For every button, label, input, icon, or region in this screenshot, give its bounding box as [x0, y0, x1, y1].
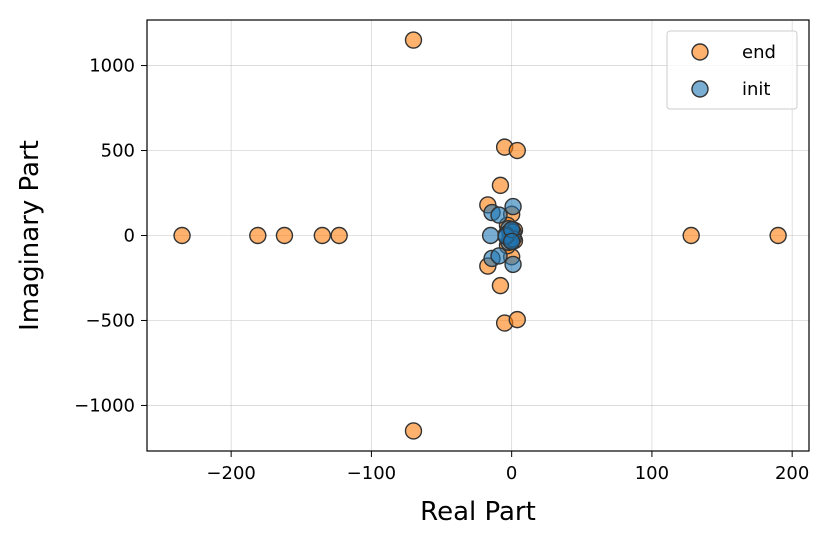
data-point-end — [491, 176, 510, 195]
legend-label-end: end — [742, 42, 776, 63]
legend-marker-init — [691, 80, 709, 98]
x-tick-label: 200 — [775, 463, 809, 484]
data-points — [173, 31, 787, 440]
y-tick-label: 1000 — [89, 56, 135, 77]
legend: end init — [666, 30, 798, 110]
x-tick-label: 0 — [506, 463, 517, 484]
data-point-init — [502, 232, 521, 251]
data-point-end — [404, 31, 423, 49]
legend-box — [666, 30, 798, 110]
y-tick-label: 0 — [124, 226, 135, 247]
x-tick-label: 100 — [635, 463, 669, 484]
data-point-end — [173, 226, 191, 245]
y-axis-label: Imaginary Part — [15, 140, 45, 331]
data-point-end — [508, 141, 526, 160]
data-point-init — [481, 226, 500, 245]
x-axis-label: Real Part — [420, 497, 536, 527]
x-tick-label: −100 — [347, 463, 396, 484]
data-point-end — [508, 310, 526, 329]
data-point-end — [275, 226, 294, 245]
legend-label-init: init — [742, 79, 770, 100]
legend-marker-end — [691, 43, 709, 61]
data-point-end — [404, 422, 423, 440]
data-point-end — [491, 276, 510, 295]
data-point-init — [490, 206, 508, 224]
y-tick-label: −500 — [86, 310, 135, 331]
data-point-init — [504, 197, 522, 216]
data-point-init — [504, 255, 522, 274]
data-point-end — [313, 226, 332, 245]
y-tick-label: −1000 — [74, 395, 135, 416]
data-point-end — [769, 226, 787, 245]
y-tick-label: 500 — [101, 141, 135, 162]
data-point-end — [682, 226, 700, 245]
data-point-end — [249, 226, 267, 245]
data-point-end — [330, 226, 348, 245]
x-tick-label: −200 — [206, 463, 255, 484]
data-point-init — [490, 247, 508, 265]
